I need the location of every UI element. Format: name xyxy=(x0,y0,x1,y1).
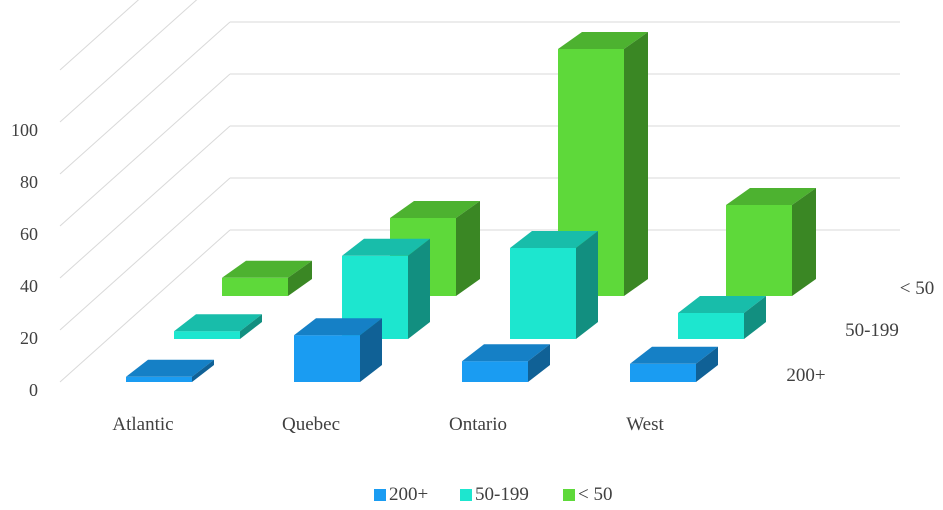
legend-swatch-2 xyxy=(563,489,575,501)
bar-side-1-2 xyxy=(576,231,598,339)
series-axis-label: 200+ xyxy=(786,365,825,386)
bar-1-0 xyxy=(174,331,240,339)
legend-entry: 50-199 xyxy=(475,484,529,505)
x-tick-label: Quebec xyxy=(282,414,340,435)
bar-side-0-2 xyxy=(528,344,550,382)
bar-2-0 xyxy=(222,277,288,296)
legend-entry: < 50 xyxy=(578,484,612,505)
bar-side-1-0 xyxy=(240,314,262,339)
bar-side-0-3 xyxy=(696,346,718,382)
bar-top-0-0 xyxy=(126,359,214,377)
x-tick-label: Atlantic xyxy=(112,414,173,435)
bar-top-0-1 xyxy=(294,318,382,336)
y-tick-label: 20 xyxy=(20,328,38,348)
y-tick-label: 80 xyxy=(20,172,38,192)
bar-top-0-3 xyxy=(630,346,718,364)
gridline-diagonal xyxy=(59,177,231,331)
bar-side-2-2 xyxy=(624,32,648,296)
bar-top-1-3 xyxy=(678,296,766,313)
y-tick-label: 40 xyxy=(20,276,38,296)
bar-side-1-3 xyxy=(744,296,766,339)
bar-1-3 xyxy=(678,313,744,339)
x-tick-label: Ontario xyxy=(449,414,507,435)
bar-top-2-1 xyxy=(390,201,480,218)
bar-top-1-1 xyxy=(342,238,430,256)
bar-side-2-3 xyxy=(792,188,816,296)
gridline-diagonal xyxy=(59,229,231,383)
bar-0-1 xyxy=(294,335,360,382)
bar-top-0-2 xyxy=(462,344,550,362)
bar-0-3 xyxy=(630,363,696,382)
legend-swatch-1 xyxy=(460,489,472,501)
bar-top-2-0 xyxy=(222,260,312,278)
legend-swatch-0 xyxy=(374,489,386,501)
series-axis-label: 50-199 xyxy=(845,320,899,341)
gridline-diagonal xyxy=(59,21,231,175)
bar-side-2-1 xyxy=(456,201,480,296)
bar-side-0-0 xyxy=(192,359,214,382)
gridline-diagonal xyxy=(59,73,231,227)
y-tick-label: 100 xyxy=(11,120,38,140)
y-tick-label: 60 xyxy=(20,224,38,244)
bar-2-3 xyxy=(726,205,792,296)
bar-1-2 xyxy=(510,248,576,339)
bar-top-2-3 xyxy=(726,188,816,205)
bar-0-2 xyxy=(462,361,528,382)
bar-side-2-0 xyxy=(288,260,312,296)
series-axis-label: < 50 xyxy=(900,278,934,299)
bar-0-0 xyxy=(126,376,192,382)
y-tick-label: 0 xyxy=(29,380,38,400)
x-tick-label: West xyxy=(626,414,664,435)
bar-side-1-1 xyxy=(408,238,430,339)
gridline-diagonal xyxy=(59,125,231,279)
legend-entry: 200+ xyxy=(389,484,428,505)
bar-top-1-2 xyxy=(510,231,598,248)
bar-top-1-0 xyxy=(174,314,262,332)
bar-side-0-1 xyxy=(360,318,382,382)
gridline-diagonal xyxy=(59,0,198,123)
gridline-diagonal xyxy=(59,0,140,71)
bar-top-2-2 xyxy=(558,32,648,49)
